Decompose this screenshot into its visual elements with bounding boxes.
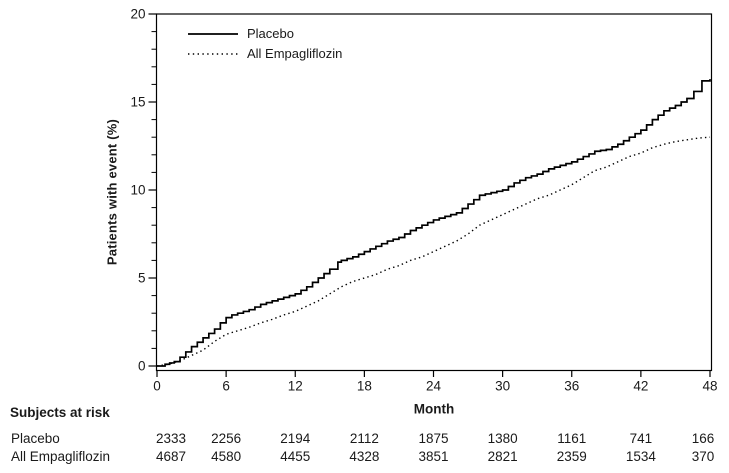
legend-label-empagliflozin: All Empagliflozin bbox=[247, 46, 343, 61]
y-tick-label: 15 bbox=[130, 95, 145, 110]
x-tick-label: 0 bbox=[153, 379, 161, 394]
at-risk-value: 741 bbox=[629, 431, 653, 446]
x-axis-label: Month bbox=[413, 401, 455, 417]
x-tick-label: 42 bbox=[633, 379, 648, 394]
at-risk-value: 2359 bbox=[556, 449, 587, 464]
y-axis-label: Patients with event (%) bbox=[104, 118, 120, 266]
at-risk-row-label: All Empagliflozin bbox=[11, 449, 111, 464]
at-risk-value: 1161 bbox=[557, 431, 587, 446]
curve-all-empagliflozin bbox=[156, 136, 711, 367]
at-risk-value: 4455 bbox=[280, 449, 311, 464]
x-tick-label: 18 bbox=[357, 379, 372, 394]
at-risk-value: 4687 bbox=[155, 449, 187, 464]
y-tick-label: 10 bbox=[130, 183, 145, 198]
x-tick-label: 12 bbox=[288, 379, 303, 394]
at-risk-value: 1380 bbox=[487, 431, 518, 446]
x-tick-label: 48 bbox=[702, 379, 717, 394]
at-risk-value: 1534 bbox=[625, 449, 656, 464]
curve-placebo bbox=[157, 79, 711, 367]
at-risk-value: 370 bbox=[691, 449, 715, 464]
y-tick-label: 0 bbox=[138, 359, 146, 374]
x-tick-label: 30 bbox=[495, 379, 510, 394]
at-risk-value: 4328 bbox=[349, 449, 380, 464]
solid-line-sample-icon bbox=[188, 33, 238, 35]
at-risk-value: 2333 bbox=[155, 431, 187, 446]
y-tick-label: 20 bbox=[130, 7, 145, 22]
legend-item-empagliflozin: All Empagliflozin bbox=[188, 44, 342, 64]
legend: Placebo All Empagliflozin bbox=[188, 24, 342, 64]
dotted-line-sample-icon bbox=[188, 53, 238, 55]
at-risk-value: 2194 bbox=[280, 431, 311, 446]
at-risk-value: 1875 bbox=[418, 431, 449, 446]
at-risk-value: 2112 bbox=[349, 431, 379, 446]
x-tick-label: 36 bbox=[564, 379, 579, 394]
at-risk-value: 3851 bbox=[418, 449, 449, 464]
at-risk-row-empagliflozin: All Empagliflozin 4687 4580 4455 4328 3851 28… bbox=[0, 449, 729, 466]
legend-item-placebo: Placebo bbox=[188, 24, 342, 44]
at-risk-value: 4580 bbox=[211, 449, 242, 464]
plot-frame bbox=[155, 13, 713, 372]
x-tick-label: 6 bbox=[222, 379, 230, 394]
legend-label-placebo: Placebo bbox=[247, 26, 294, 41]
y-tick-label: 5 bbox=[138, 271, 146, 286]
at-risk-value: 166 bbox=[691, 431, 715, 446]
at-risk-value: 2256 bbox=[211, 431, 242, 446]
at-risk-row-placebo: Placebo 2333 2256 2194 2112 1875 1380 1161 741 1… bbox=[0, 431, 729, 448]
x-tick-label: 24 bbox=[426, 379, 442, 394]
subjects-at-risk-header: Subjects at risk bbox=[10, 405, 110, 420]
at-risk-value: 2821 bbox=[487, 449, 518, 464]
at-risk-row-label: Placebo bbox=[11, 431, 60, 446]
